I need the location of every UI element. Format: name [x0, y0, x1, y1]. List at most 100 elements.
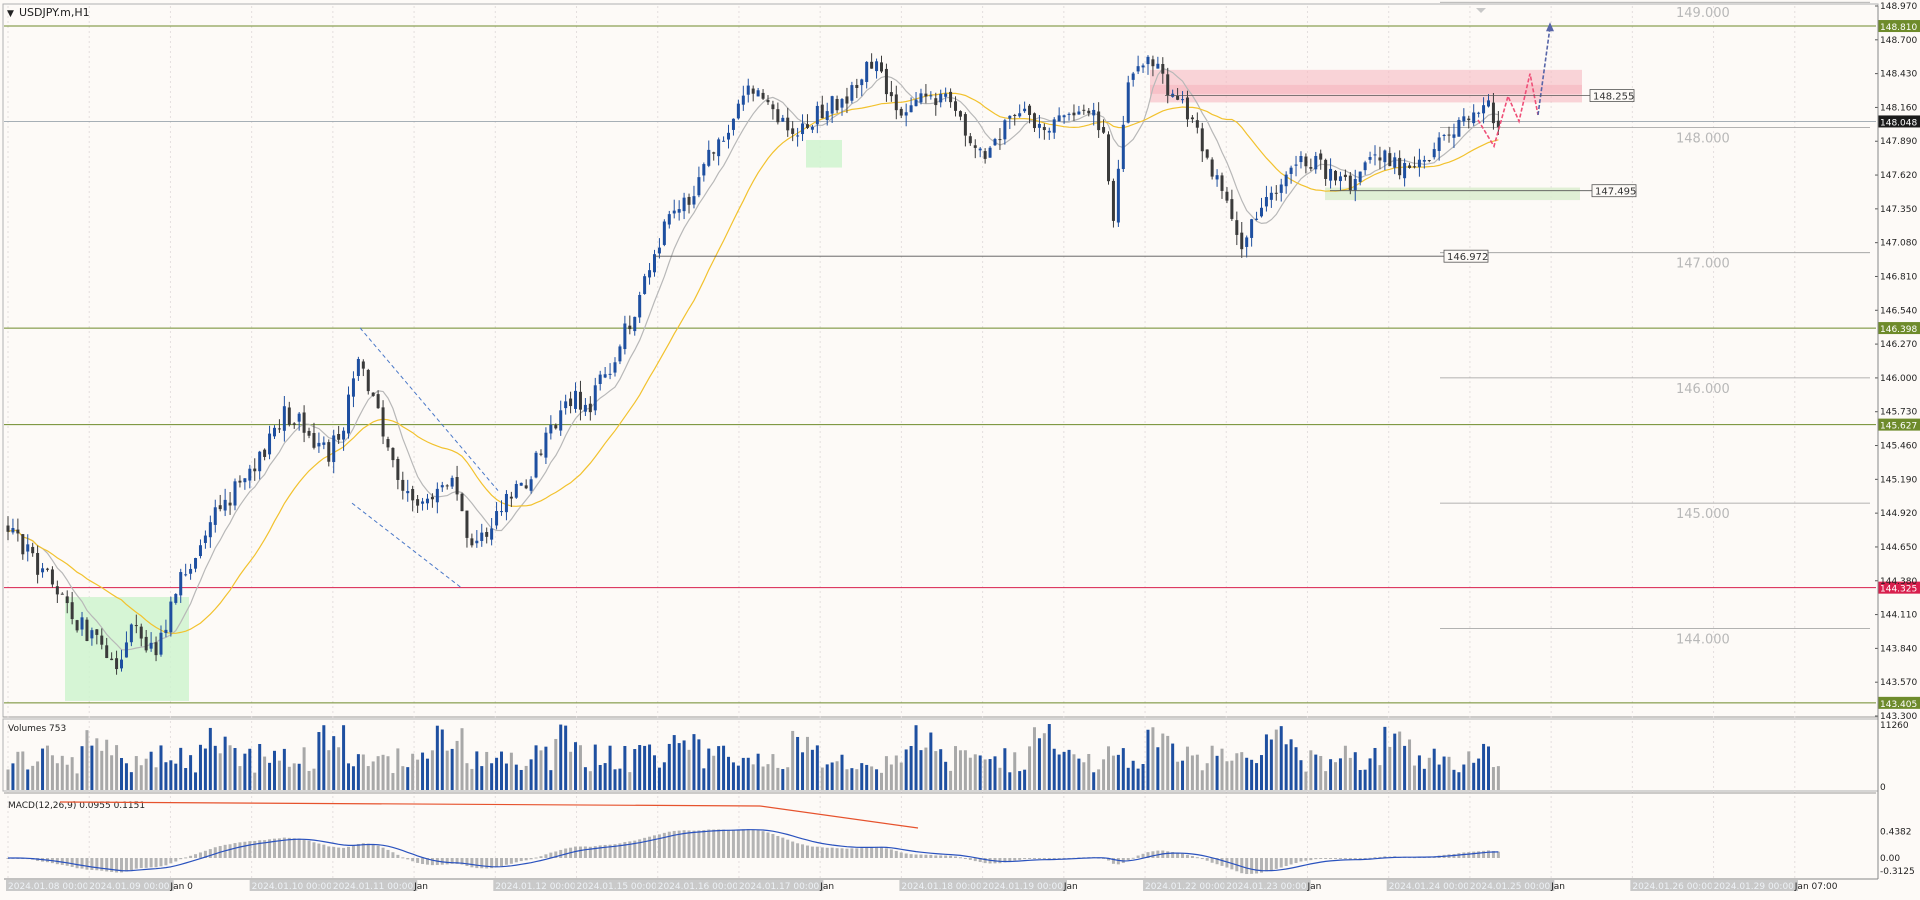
macd-histogram-bar — [386, 849, 390, 858]
marked-level-box — [1589, 89, 1635, 102]
candle-body — [1057, 115, 1061, 122]
volume-bar — [1432, 748, 1436, 790]
volume-bar — [1146, 729, 1150, 790]
volume-bar — [1348, 757, 1352, 790]
macd-histogram-bar — [1472, 851, 1476, 858]
volume-bar — [411, 753, 415, 790]
candle-body — [1121, 124, 1125, 170]
volume-bar — [835, 761, 839, 790]
macd-histogram-bar — [302, 839, 306, 858]
candle-body — [791, 128, 795, 134]
volume-bar — [613, 769, 617, 790]
macd-histogram-bar — [815, 846, 819, 858]
macd-histogram-bar — [954, 856, 958, 858]
macd-histogram-bar — [677, 830, 681, 858]
round-levels: 149.000 148.000 147.000 146.000 145.000 144.0… — [1440, 1, 1870, 647]
candle-body — [272, 427, 276, 437]
macd-histogram-bar — [277, 838, 281, 858]
volume-bar — [1067, 749, 1071, 790]
macd-histogram-bar — [485, 858, 489, 869]
volume-bar — [751, 764, 755, 790]
price-tick-label: 144.110 — [1880, 611, 1917, 621]
candle-body — [810, 126, 814, 130]
volume-bar — [1462, 764, 1466, 790]
candle-body — [179, 572, 183, 596]
candle-body — [613, 362, 617, 373]
macd-histogram-bar — [1477, 851, 1481, 858]
candle-body — [337, 434, 341, 440]
candle-body — [712, 152, 716, 154]
candle-body — [949, 91, 953, 103]
macd-histogram-bar — [559, 849, 563, 858]
macd-histogram-bar — [929, 854, 933, 858]
macd-histogram-bar — [519, 858, 523, 862]
volume-bar — [1116, 754, 1120, 790]
candle-body — [105, 645, 109, 659]
volume-bar — [727, 756, 731, 790]
price-tick-label: 147.620 — [1880, 171, 1917, 181]
macd-histogram-bar — [623, 842, 627, 858]
volume-bar — [1220, 748, 1224, 790]
macd-histogram-bar — [973, 858, 977, 862]
candle-body — [1314, 155, 1318, 170]
volume-bar — [1057, 754, 1061, 790]
macd-histogram-bar — [1057, 858, 1061, 859]
macd-histogram-bar — [1269, 858, 1273, 871]
macd-histogram-bar — [1185, 854, 1189, 858]
candle-body — [1329, 168, 1333, 181]
macd-histogram-bar — [233, 843, 237, 858]
collapse-arrow-icon[interactable]: ▼ — [7, 9, 14, 19]
volume-bar — [253, 772, 257, 790]
candle-body — [954, 101, 958, 111]
macd-histogram-bar — [1259, 858, 1263, 873]
macd-histogram-bar — [253, 840, 257, 858]
time-label-box — [899, 880, 986, 891]
candle-body — [889, 92, 893, 97]
volume-bar — [110, 755, 114, 790]
candle-body — [697, 177, 701, 196]
volume-bar — [243, 753, 247, 790]
volume-bar — [899, 762, 903, 790]
candle-body — [702, 164, 706, 176]
volume-bar — [697, 739, 701, 790]
macd-histogram-bar — [248, 841, 252, 858]
macd-histogram-bar — [727, 829, 731, 858]
candle-body — [1398, 157, 1402, 176]
chart-header[interactable]: ▼ USDJPY.m,H1 — [7, 6, 90, 19]
candle-body — [860, 79, 864, 86]
candle-body — [475, 540, 479, 544]
macd-histogram-bar — [1037, 858, 1041, 859]
candle-body — [164, 629, 168, 634]
candle-body — [297, 413, 301, 422]
candle-body — [1245, 237, 1249, 247]
time-label-box — [574, 880, 661, 891]
volume-bar — [445, 750, 449, 790]
volume-bar — [1240, 752, 1244, 790]
level-tag-label: 143.405 — [1880, 700, 1917, 710]
volume-bar — [865, 764, 869, 790]
candle-body — [1072, 112, 1076, 116]
macd-histogram-bar — [396, 854, 400, 858]
candle-body — [361, 361, 365, 369]
candle-body — [978, 148, 982, 151]
volume-bar — [1294, 747, 1298, 790]
candle-body — [662, 221, 666, 245]
macd-histogram-bar — [810, 846, 814, 858]
volume-bar — [332, 736, 336, 790]
volume-bar — [198, 744, 202, 790]
macd-histogram-bar — [761, 831, 765, 858]
candle-body — [1427, 160, 1431, 162]
macd-histogram-bar — [75, 858, 79, 869]
candle-body — [1176, 95, 1180, 100]
volume-bar — [855, 769, 859, 790]
macd-histogram-bar — [80, 858, 84, 869]
candle-body — [1225, 191, 1229, 201]
volume-bar — [223, 736, 227, 790]
macd-histogram-bar — [870, 847, 874, 858]
time-axis-label: Jan — [819, 882, 834, 892]
candle-body — [914, 99, 918, 107]
volume-bar — [1412, 765, 1416, 790]
candle-body — [1047, 130, 1051, 133]
volume-bar — [1259, 755, 1263, 790]
candle-body — [796, 135, 800, 137]
